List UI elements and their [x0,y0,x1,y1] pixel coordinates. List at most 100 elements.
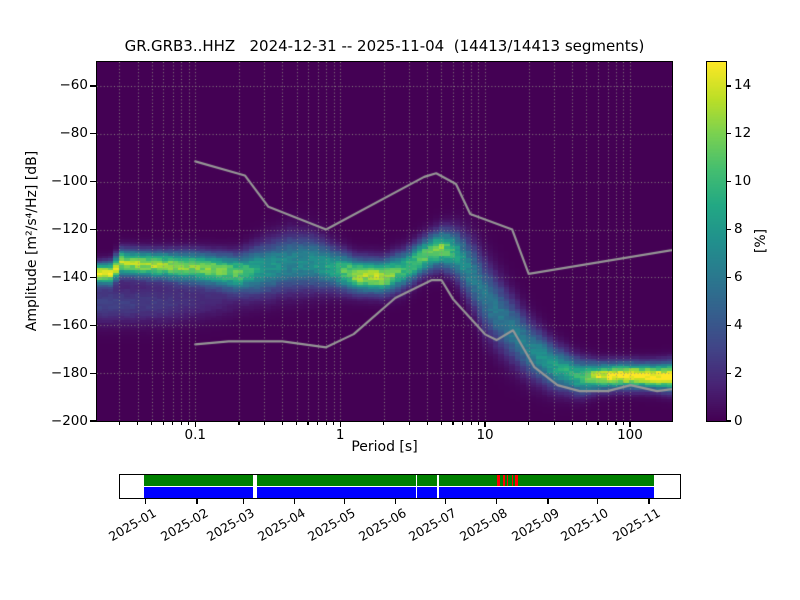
availability-warning-mark [514,475,519,487]
colorbar-tick [727,85,731,87]
x-tick-label: 10 [476,427,494,443]
month-tick-label: 2025-07 [406,505,459,545]
month-tick [196,499,198,504]
month-tick-label: 2025-05 [305,505,358,545]
month-tick-label: 2025-09 [508,505,562,545]
month-tick [242,499,244,504]
y-tick [90,228,96,231]
x-minor-tick [426,422,429,425]
month-tick-label: 2025-01 [106,505,160,545]
x-tick-label: 0.1 [184,427,206,443]
month-tick-label: 2025-10 [558,505,612,545]
x-minor-tick [553,422,555,425]
x-minor-tick [585,422,588,425]
month-tick-label: 2025-11 [609,505,663,545]
colorbar-tick [727,324,731,326]
x-major-tick [194,422,196,427]
x-minor-tick [307,422,309,425]
x-major-tick [629,422,631,427]
y-tick-label: −160 [50,316,88,333]
x-minor-tick [622,422,625,425]
colorbar-tick [727,133,731,135]
x-tick-label: 1 [335,427,345,443]
x-minor-tick [571,422,573,425]
colorbar-tick-label: 10 [734,173,752,190]
y-tick [90,181,96,183]
colorbar-tick [727,420,731,422]
colorbar-label: [%] [753,228,769,254]
y-tick [90,85,96,87]
availability-gap [437,475,439,498]
x-minor-tick [452,422,454,425]
colorbar-tick-label: 6 [734,268,743,285]
x-minor-tick [151,422,153,425]
ppsd-heatmap-canvas [96,61,673,422]
colorbar-tick [727,181,731,183]
x-minor-tick [238,422,240,425]
colorbar-tick [727,276,731,278]
x-minor-tick [462,422,464,425]
month-tick [395,499,397,504]
x-major-tick [484,422,486,427]
y-tick [90,133,96,135]
month-tick [597,499,599,504]
y-tick-label: −60 [59,77,89,94]
availability-warning-mark [511,475,514,487]
x-minor-tick [188,422,190,425]
x-minor-tick [281,422,284,425]
x-minor-tick [607,422,609,425]
month-tick-label: 2025-03 [204,505,257,545]
x-minor-tick [408,422,410,425]
availability-gap [415,475,418,498]
month-tick [547,499,549,504]
x-minor-tick [180,422,182,425]
y-tick-label: −140 [50,268,88,285]
month-tick-label: 2025-08 [457,505,511,545]
x-minor-tick [470,422,472,425]
x-minor-tick [528,422,530,425]
availability-warning-mark [503,475,505,487]
colorbar-tick-label: 8 [734,221,743,238]
x-minor-tick [477,422,480,425]
month-tick [648,499,650,504]
x-minor-tick [383,422,385,425]
availability-gap [253,475,257,498]
month-tick [343,499,345,504]
month-tick-label: 2025-02 [157,505,211,545]
x-minor-tick [162,422,164,425]
y-tick-label: −180 [50,364,88,381]
month-tick [145,499,147,504]
x-minor-tick [325,422,327,425]
colorbar-tick-label: 2 [734,364,743,381]
x-minor-tick [172,422,174,425]
colorbar-tick-label: 4 [734,316,743,333]
availability-warning-mark [506,475,509,487]
x-axis-label: Period [s] [351,439,418,455]
availability-warning-mark [496,475,500,487]
y-tick-label: −200 [50,412,88,429]
y-tick-label: −80 [59,125,89,142]
y-tick [90,276,96,278]
x-minor-tick [333,422,335,425]
month-tick-label: 2025-06 [356,505,410,545]
x-minor-tick [296,422,298,425]
x-minor-tick [118,422,121,425]
y-tick-label: −100 [50,173,88,190]
y-tick [90,324,96,326]
x-tick-label: 100 [617,427,643,443]
x-major-tick [339,422,341,427]
month-tick [294,499,296,504]
y-tick-label: −120 [50,221,88,238]
x-minor-tick [440,422,443,425]
colorbar-tick-label: 0 [734,412,743,429]
colorbar-tick [727,372,731,374]
x-minor-tick [263,422,266,425]
month-tick-label: 2025-04 [255,505,309,545]
figure-title: GR.GRB3..HHZ 2024-12-31 -- 2025-11-04 (1… [124,37,645,55]
availability-present-bar [144,475,654,487]
availability-processed-bar [144,486,654,498]
x-minor-tick [597,422,599,425]
month-tick [496,499,498,504]
y-tick [90,372,96,374]
